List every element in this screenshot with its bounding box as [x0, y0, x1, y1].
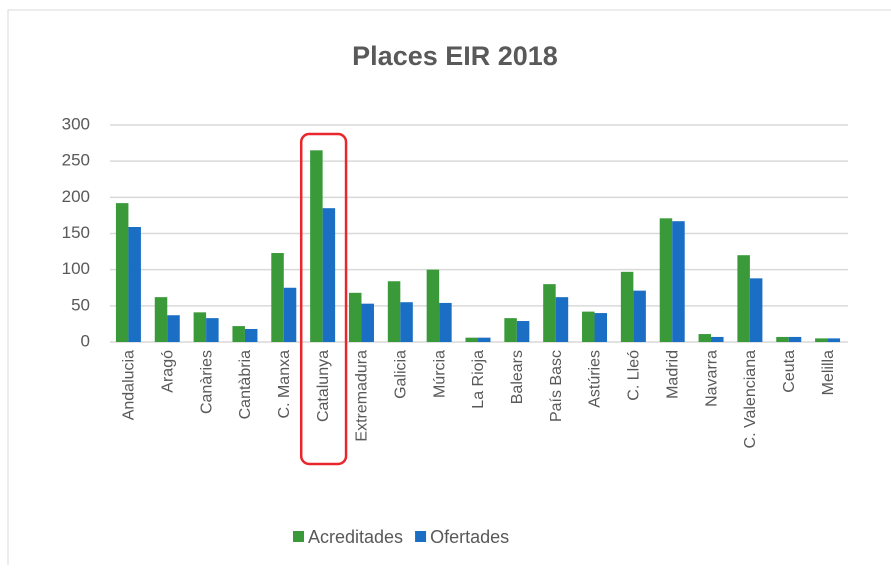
bar [465, 337, 478, 342]
x-tick-label: Navarra [703, 350, 720, 407]
legend-label: Ofertades [430, 527, 509, 547]
bar [788, 336, 802, 342]
bar [672, 221, 685, 342]
x-tick-label: Extremadura [354, 350, 371, 442]
x-tick-label: Madrid [664, 350, 681, 399]
bar [167, 315, 180, 342]
x-tick-label: La Rioja [470, 350, 487, 409]
x-tick-label: Cantàbria [237, 350, 254, 419]
y-tick-label: 300 [62, 114, 90, 133]
bar [827, 338, 841, 342]
bar [711, 336, 724, 342]
bar [698, 334, 712, 342]
bar [128, 226, 141, 342]
x-tick-label: Astúries [587, 350, 604, 408]
bar [348, 292, 362, 342]
x-tick-label: C. Manxa [276, 350, 293, 419]
bar [749, 278, 763, 342]
bar [361, 303, 374, 342]
legend-swatch [415, 531, 427, 542]
bar [776, 336, 789, 342]
bar [439, 302, 452, 342]
y-tick-label: 200 [62, 187, 90, 206]
bar [659, 218, 673, 342]
bar [115, 203, 129, 342]
bar [633, 290, 646, 342]
x-tick-label: C. Valenciana [742, 350, 759, 449]
bar [232, 326, 245, 342]
bar [594, 313, 608, 342]
bar [310, 150, 323, 342]
bar [620, 271, 634, 342]
bars [115, 150, 841, 342]
y-tick-label: 250 [62, 151, 90, 170]
y-tick-label: 0 [81, 331, 90, 350]
bar [504, 318, 517, 342]
y-tick-label: 50 [71, 295, 90, 314]
bar [478, 337, 491, 342]
bar [426, 269, 440, 342]
bar [582, 311, 595, 342]
bar [244, 328, 258, 342]
y-tick-label: 100 [62, 259, 90, 278]
x-tick-label: C. Lleó [626, 350, 643, 401]
highlight-box [299, 132, 348, 466]
legend-swatch [293, 531, 304, 542]
bar [271, 253, 284, 342]
bar [283, 287, 297, 342]
x-tick-label: Ceuta [781, 350, 798, 393]
bar [193, 312, 207, 342]
bar [516, 321, 530, 342]
bar [154, 297, 168, 342]
x-tick-label: Canàries [198, 350, 215, 414]
x-tick-label: Múrcia [431, 350, 448, 398]
x-tick-label: Catalunya [315, 350, 332, 422]
x-tick-label: Balears [509, 350, 526, 404]
bar [400, 302, 413, 342]
bar [815, 338, 828, 342]
y-tick-label: 150 [62, 223, 90, 242]
bar [543, 284, 556, 342]
bar [206, 318, 219, 342]
chart-title: Places EIR 2018 [352, 41, 558, 71]
x-tick-label: Melilla [820, 350, 837, 395]
bar [737, 255, 750, 342]
x-tick-label: Aragó [159, 350, 176, 393]
bar [387, 281, 401, 342]
bar [555, 297, 569, 342]
bar [322, 208, 336, 342]
legend-label: Acreditades [308, 527, 403, 547]
x-tick-label: Andalucia [121, 350, 138, 420]
x-tick-label: País Basc [548, 350, 565, 422]
x-tick-label: Galicia [393, 350, 410, 399]
